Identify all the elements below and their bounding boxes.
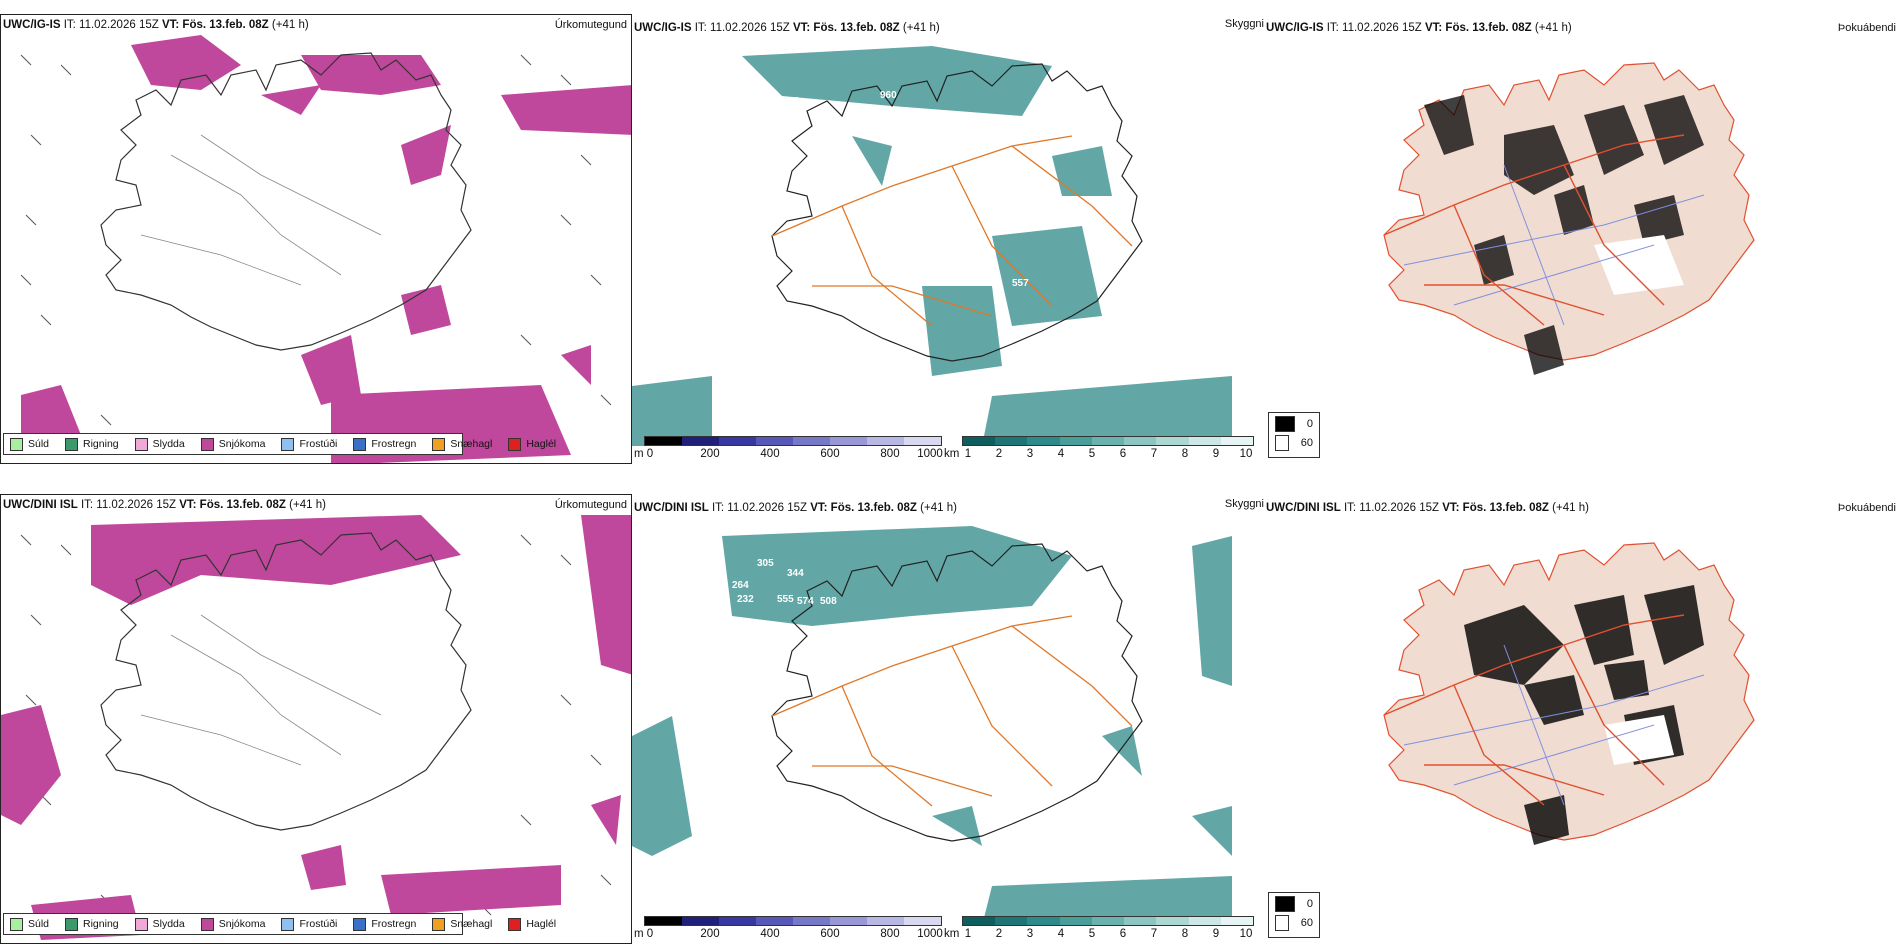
- legend-item-freezing-drizzle: Frostúði: [281, 437, 337, 451]
- legend-item-snow-pellets: Snæhagl: [432, 437, 492, 451]
- panel-title: Skyggni: [1224, 498, 1264, 510]
- drizzle-swatch: [10, 437, 23, 451]
- snow-swatch: [200, 437, 214, 451]
- svg-text:344: 344: [787, 568, 804, 579]
- visibility-colorbar: km 1 2 3 4 5 6 7 8 9 10: [944, 912, 1260, 944]
- legend-item-freezing-drizzle: Frostúði: [281, 917, 337, 931]
- svg-text:305: 305: [757, 558, 774, 569]
- panel-title: Skyggni: [1224, 18, 1264, 30]
- visibility-panel-row1: UWC/IG-IS IT: 11.02.2026 15Z VT: Fös. 13…: [632, 14, 1264, 464]
- svg-text:555: 555: [777, 594, 794, 605]
- svg-text:276: 276: [932, 393, 949, 404]
- panel-title: Þokuábendi: [1837, 502, 1896, 514]
- sleet-swatch: [134, 437, 148, 451]
- fog-indicator-panel-row1: UWC/IG-IS IT: 11.02.2026 15Z VT: Fös. 13…: [1264, 14, 1900, 464]
- visibility-map: 240 245 960 838 137 557 698 276: [632, 46, 1232, 446]
- snow-swatch: [200, 917, 214, 931]
- legend-item-freezing-rain: Frostregn: [353, 917, 416, 931]
- legend-item-snow-pellets: Snæhagl: [432, 917, 492, 931]
- hail-swatch: [508, 437, 522, 451]
- fog-indicator-legend-row1: 0 60: [1268, 412, 1320, 458]
- svg-text:574: 574: [797, 596, 814, 607]
- snow-pellets-swatch: [432, 437, 446, 451]
- freezing-rain-swatch: [353, 917, 367, 931]
- legend-item-sleet: Slydda: [134, 437, 185, 451]
- precip-type-panel-row1: UWC/IG-IS IT: 11.02.2026 15Z VT: Fös. 13…: [0, 14, 632, 464]
- legend-item-hail: Haglél: [508, 917, 556, 931]
- visibility-areas: [632, 46, 1232, 446]
- legend-item-rain: Rigning: [65, 437, 119, 451]
- panel-title: Úrkomutegund: [554, 499, 627, 511]
- fog-indicator-legend-row2: 0 60: [1268, 892, 1320, 938]
- snow-areas: [1, 515, 631, 940]
- visibility-areas: [632, 526, 1232, 926]
- rain-swatch: [65, 917, 79, 931]
- snow-pellets-swatch: [432, 917, 446, 931]
- precip-type-panel-row2: UWC/DINI ISL IT: 11.02.2026 15Z VT: Fös.…: [0, 494, 632, 944]
- legend-item-hail: Haglél: [508, 437, 556, 451]
- legend-item-sleet: Slydda: [134, 917, 185, 931]
- svg-text:508: 508: [820, 596, 837, 607]
- cloudbase-colorbar: m 0 200 400 600 800 1000: [634, 912, 944, 944]
- panel-title: Úrkomutegund: [554, 19, 627, 31]
- svg-text:557: 557: [1012, 278, 1029, 289]
- panel-header: UWC/DINI ISL IT: 11.02.2026 15Z VT: Fös.…: [3, 499, 326, 511]
- fog-map: [1383, 62, 1755, 375]
- legend-item-drizzle: Súld: [10, 917, 49, 931]
- precip-type-legend: Súld Rigning Slydda Snjókoma Frostúði Fr…: [3, 433, 556, 455]
- fog-map: [1383, 542, 1755, 845]
- svg-text:264: 264: [732, 580, 749, 591]
- panel-header: UWC/IG-IS IT: 11.02.2026 15Z VT: Fös. 13…: [3, 19, 309, 31]
- rain-swatch: [65, 437, 79, 451]
- svg-text:232: 232: [737, 594, 754, 605]
- svg-text:838: 838: [1022, 118, 1039, 129]
- svg-text:960: 960: [880, 90, 897, 101]
- legend-item-freezing-rain: Frostregn: [353, 437, 416, 451]
- svg-text:240: 240: [760, 98, 777, 109]
- fog-indicator-panel-row2: UWC/DINI ISL IT: 11.02.2026 15Z VT: Fös.…: [1264, 494, 1900, 944]
- cloudbase-colorbar: m 0 200 400 600 800 1000: [634, 432, 944, 464]
- panel-title: Þokuábendi: [1837, 22, 1896, 34]
- legend-item-snow: Snjókoma: [200, 917, 265, 931]
- precip-map: [1, 515, 631, 940]
- legend-item-drizzle: Súld: [10, 437, 49, 451]
- panel-header: UWC/IG-IS IT: 11.02.2026 15Z VT: Fös. 13…: [634, 22, 940, 34]
- visibility-colorbar: km 1 2 3 4 5 6 7 8 9 10: [944, 432, 1260, 464]
- sleet-swatch: [134, 917, 148, 931]
- panel-header: UWC/IG-IS IT: 11.02.2026 15Z VT: Fös. 13…: [1266, 22, 1572, 34]
- snow-areas: [21, 35, 631, 463]
- hail-swatch: [508, 917, 522, 931]
- svg-text:698: 698: [907, 388, 924, 399]
- visibility-map: 305 344 264 232 555 574 508 914: [632, 526, 1232, 926]
- drizzle-swatch: [10, 917, 23, 931]
- freezing-drizzle-swatch: [281, 437, 295, 451]
- precip-type-legend: Súld Rigning Slydda Snjókoma Frostúði Fr…: [3, 913, 556, 935]
- svg-text:137: 137: [947, 258, 964, 269]
- visibility-panel-row2: UWC/DINI ISL IT: 11.02.2026 15Z VT: Fös.…: [632, 494, 1264, 944]
- legend-item-snow: Snjókoma: [200, 437, 265, 451]
- panel-header: UWC/DINI ISL IT: 11.02.2026 15Z VT: Fös.…: [1266, 502, 1589, 514]
- legend-item-rain: Rigning: [65, 917, 119, 931]
- svg-text:914: 914: [1057, 528, 1074, 539]
- freezing-drizzle-swatch: [281, 917, 295, 931]
- svg-text:245: 245: [782, 96, 799, 107]
- panel-header: UWC/DINI ISL IT: 11.02.2026 15Z VT: Fös.…: [634, 502, 957, 514]
- freezing-rain-swatch: [353, 437, 367, 451]
- precip-map: [20, 35, 631, 463]
